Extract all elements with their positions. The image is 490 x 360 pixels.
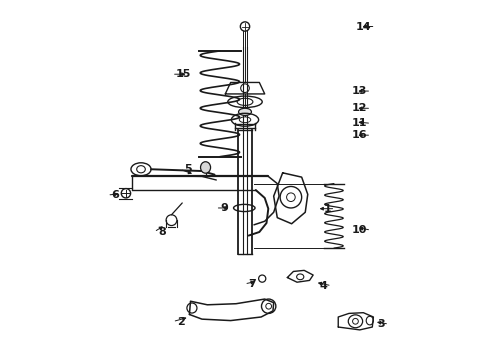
Text: 9: 9: [220, 203, 228, 213]
Ellipse shape: [239, 108, 251, 116]
Text: 3: 3: [377, 319, 385, 329]
Text: 11: 11: [351, 118, 367, 128]
Text: 10: 10: [351, 225, 367, 235]
Text: 12: 12: [351, 103, 367, 113]
Text: 4: 4: [319, 281, 327, 291]
Text: 6: 6: [112, 190, 120, 200]
Text: 13: 13: [351, 86, 367, 96]
Ellipse shape: [200, 162, 211, 173]
Text: 1: 1: [323, 204, 331, 214]
Text: 2: 2: [177, 317, 185, 327]
Text: 14: 14: [356, 22, 371, 32]
Text: 15: 15: [176, 69, 192, 79]
Text: 5: 5: [184, 164, 192, 174]
Text: 8: 8: [158, 227, 166, 237]
Text: 7: 7: [248, 279, 256, 289]
Text: 16: 16: [351, 130, 367, 140]
